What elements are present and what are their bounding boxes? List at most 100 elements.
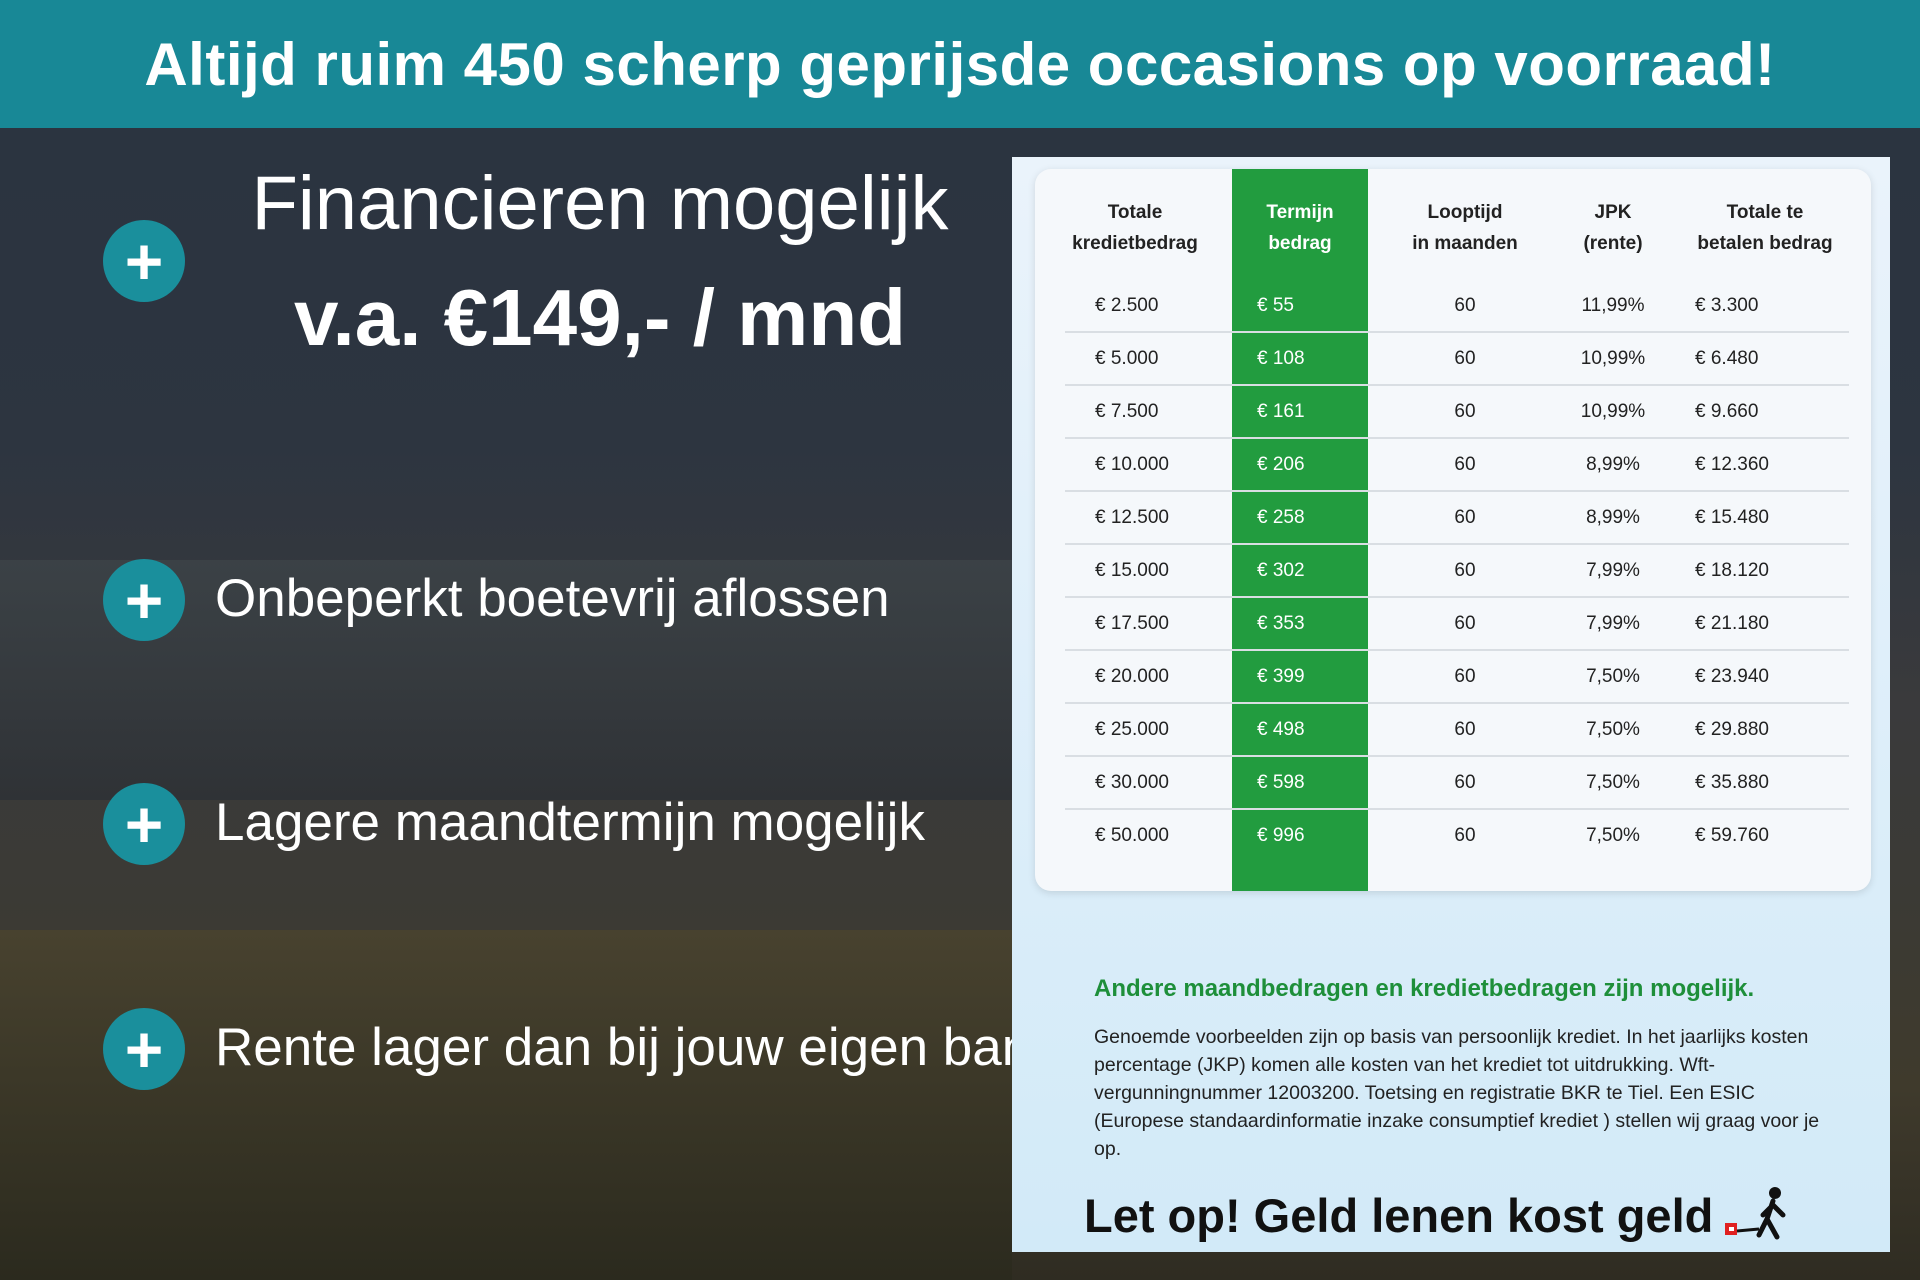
rate-cell: 7,50%: [1586, 772, 1640, 793]
loan-table: Totale kredietbedrag Termijn bedrag Loopti…: [1035, 169, 1871, 891]
rate-cell: 7,50%: [1586, 666, 1640, 687]
term-amount-cell: € 108: [1257, 348, 1305, 369]
row-divider: [1065, 543, 1849, 545]
table-row: € 30.000 € 598 60 7,50% € 35.880: [1035, 756, 1871, 810]
background-photo-ground: [0, 930, 1012, 1280]
highlight-column: [1232, 169, 1368, 891]
term-amount-cell: € 302: [1257, 560, 1305, 581]
credit-amount-cell: € 5.000: [1095, 348, 1159, 369]
credit-amount-cell: € 12.500: [1095, 507, 1169, 528]
total-amount-cell: € 12.360: [1695, 454, 1769, 475]
total-amount-cell: € 6.480: [1695, 348, 1759, 369]
table-row: € 12.500 € 258 60 8,99% € 15.480: [1035, 491, 1871, 545]
rate-cell: 8,99%: [1586, 507, 1640, 528]
duration-cell: 60: [1454, 825, 1476, 846]
fine-print: Genoemde voorbeelden zijn op basis van p…: [1094, 1026, 1820, 1160]
duration-cell: 60: [1454, 507, 1476, 528]
term-amount-cell: € 598: [1257, 772, 1305, 793]
credit-amount-cell: € 30.000: [1095, 772, 1169, 793]
term-amount-cell: € 55: [1257, 295, 1294, 316]
plus-icon: +: [103, 559, 185, 641]
table-row: € 25.000 € 498 60 7,50% € 29.880: [1035, 703, 1871, 757]
total-amount-cell: € 3.300: [1695, 295, 1759, 316]
feature-text: Lagere maandtermijn mogelijk: [215, 793, 925, 852]
row-divider: [1065, 331, 1849, 333]
duration-cell: 60: [1454, 454, 1476, 475]
table-row: € 17.500 € 353 60 7,99% € 21.180: [1035, 597, 1871, 651]
header-line: Totale te: [1726, 202, 1804, 223]
plus-icon: +: [103, 220, 185, 302]
financing-price: v.a. €149,- / mnd: [293, 273, 907, 362]
row-divider: [1065, 702, 1849, 704]
table-row: € 7.500 € 161 60 10,99% € 9.660: [1035, 385, 1871, 439]
rate-cell: 7,50%: [1586, 719, 1640, 740]
duration-cell: 60: [1454, 772, 1476, 793]
table-row: € 10.000 € 206 60 8,99% € 12.360: [1035, 438, 1871, 492]
feature-text: Rente lager dan bij jouw eigen bank: [215, 1018, 1058, 1077]
credit-amount-cell: € 20.000: [1095, 666, 1169, 687]
header-line: Termijn: [1266, 202, 1334, 223]
other-amounts-note: Andere maandbedragen en kredietbedragen …: [1094, 975, 1755, 1002]
credit-amount-cell: € 25.000: [1095, 719, 1169, 740]
financing-heading: Financieren mogelijk: [251, 161, 949, 246]
financing-panel: Totale kredietbedrag Termijn bedrag Loopti…: [1012, 157, 1890, 1252]
term-amount-cell: € 258: [1257, 507, 1305, 528]
term-amount-cell: € 206: [1257, 454, 1305, 475]
rate-cell: 7,99%: [1586, 613, 1640, 634]
warning-slogan: Let op! Geld lenen kost geld: [1084, 1185, 1793, 1245]
duration-cell: 60: [1454, 560, 1476, 581]
duration-cell: 60: [1454, 613, 1476, 634]
header-line: Totale: [1107, 202, 1163, 223]
duration-cell: 60: [1454, 348, 1476, 369]
table-row: € 15.000 € 302 60 7,99% € 18.120: [1035, 544, 1871, 598]
rate-cell: 10,99%: [1580, 348, 1646, 369]
row-divider: [1065, 649, 1849, 651]
table-row: € 50.000 € 996 60 7,50% € 59.760: [1035, 809, 1871, 862]
header-line: Looptijd: [1427, 202, 1503, 223]
table-row: € 20.000 € 399 60 7,50% € 23.940: [1035, 650, 1871, 704]
duration-cell: 60: [1454, 295, 1476, 316]
col-header-total: Totale te betalen bedrag: [1675, 197, 1855, 259]
credit-amount-cell: € 2.500: [1095, 295, 1159, 316]
header-line: bedrag: [1268, 233, 1332, 254]
total-amount-cell: € 35.880: [1695, 772, 1769, 793]
row-divider: [1065, 490, 1849, 492]
header-line: betalen bedrag: [1697, 233, 1833, 254]
term-amount-cell: € 353: [1257, 613, 1305, 634]
rate-cell: 8,99%: [1586, 454, 1640, 475]
feature-text: Onbeperkt boetevrij aflossen: [215, 569, 890, 628]
total-amount-cell: € 29.880: [1695, 719, 1769, 740]
row-divider: [1065, 755, 1849, 757]
header-banner: Altijd ruim 450 scherp geprijsde occasio…: [0, 0, 1920, 128]
plus-icon: +: [103, 1008, 185, 1090]
rate-cell: 10,99%: [1580, 401, 1646, 422]
rate-cell: 7,99%: [1586, 560, 1640, 581]
row-divider: [1065, 596, 1849, 598]
table-row: € 2.500 € 55 60 11,99% € 3.300: [1035, 279, 1871, 333]
col-header-rate: JPK (rente): [1555, 197, 1671, 259]
credit-amount-cell: € 7.500: [1095, 401, 1159, 422]
header-line: kredietbedrag: [1072, 233, 1198, 254]
row-divider: [1065, 384, 1849, 386]
header-line: in maanden: [1412, 233, 1518, 254]
rate-cell: 11,99%: [1581, 295, 1645, 316]
total-amount-cell: € 18.120: [1695, 560, 1769, 581]
plus-icon: +: [103, 783, 185, 865]
col-header-credit: Totale kredietbedrag: [1055, 197, 1215, 259]
col-header-duration: Looptijd in maanden: [1375, 197, 1555, 259]
duration-cell: 60: [1454, 719, 1476, 740]
table-row: € 5.000 € 108 60 10,99% € 6.480: [1035, 332, 1871, 386]
credit-amount-cell: € 10.000: [1095, 454, 1169, 475]
header-title: Altijd ruim 450 scherp geprijsde occasio…: [144, 30, 1776, 98]
term-amount-cell: € 399: [1257, 666, 1305, 687]
total-amount-cell: € 21.180: [1695, 613, 1769, 634]
rate-cell: 7,50%: [1586, 825, 1640, 846]
duration-cell: 60: [1454, 401, 1476, 422]
term-amount-cell: € 996: [1257, 825, 1305, 846]
total-amount-cell: € 59.760: [1695, 825, 1769, 846]
walking-person-icon: [1725, 1187, 1786, 1240]
total-amount-cell: € 15.480: [1695, 507, 1769, 528]
term-amount-cell: € 161: [1257, 401, 1305, 422]
header-line: JPK: [1594, 202, 1632, 223]
term-amount-cell: € 498: [1257, 719, 1305, 740]
